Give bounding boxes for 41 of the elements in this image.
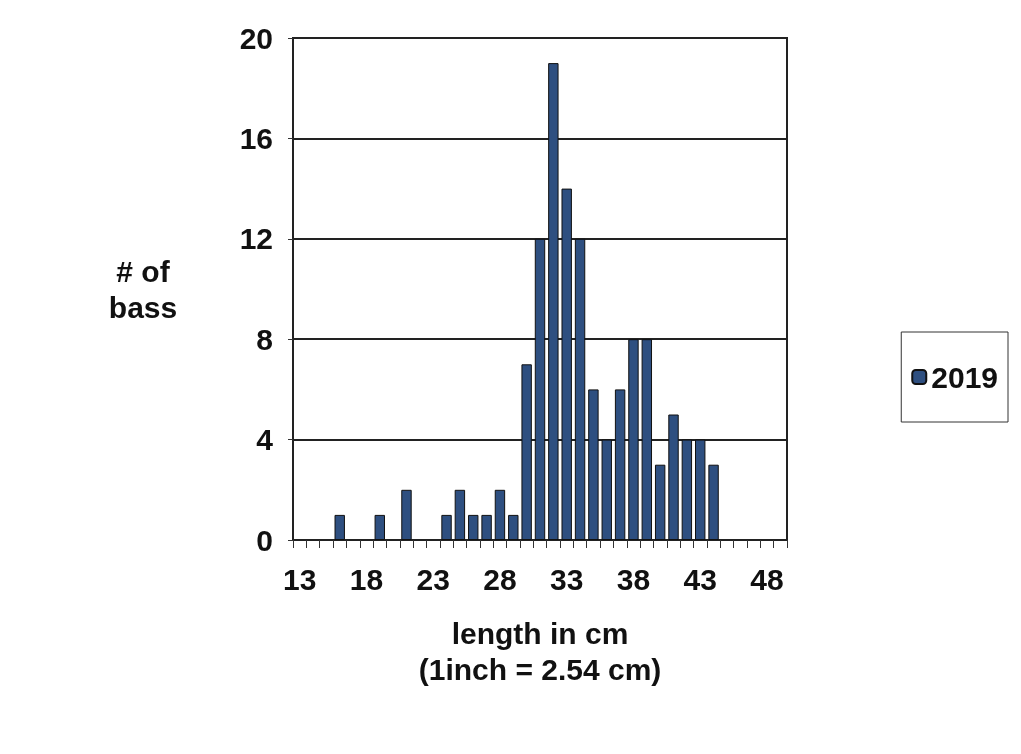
bar [468, 514, 479, 540]
bar [641, 339, 653, 540]
x-tick-label: 13 [282, 562, 317, 596]
x-tick-label: 28 [483, 562, 517, 596]
x-tick-label: 18 [349, 562, 384, 596]
bar [668, 414, 679, 540]
y-tick-label: 12 [239, 222, 273, 256]
bar [508, 514, 519, 540]
y-tick-label: 0 [256, 523, 273, 557]
bar [334, 514, 345, 540]
bar [695, 439, 706, 540]
x-tick-label: 38 [616, 562, 651, 596]
y-tick-label: 4 [256, 423, 274, 457]
bar [654, 464, 666, 540]
y-tick-label: 16 [239, 121, 273, 155]
y-tick-label: 8 [256, 322, 273, 356]
legend-label: 2019 [931, 360, 999, 394]
x-axis-title: length in cm (1inch = 2.54 cm) [418, 616, 662, 686]
bar [681, 439, 693, 540]
bar [574, 238, 586, 540]
bar [401, 489, 412, 540]
bar [561, 188, 572, 540]
x-tick-label: 33 [550, 562, 584, 596]
x-tick-label: 43 [683, 562, 717, 596]
bar [601, 439, 612, 540]
bar [374, 514, 385, 540]
bar [481, 514, 492, 540]
y-axis-title: # of bass [108, 254, 178, 324]
bar [548, 63, 559, 540]
bar [494, 489, 506, 540]
y-tick-label: 20 [239, 21, 273, 55]
bar [521, 364, 532, 540]
x-tick-label: 48 [750, 562, 784, 596]
bar [614, 389, 626, 540]
bar [708, 464, 719, 540]
bar [628, 339, 639, 540]
bar [441, 514, 452, 540]
bar [454, 489, 466, 540]
bar [534, 238, 546, 540]
x-tick-label: 23 [416, 562, 450, 596]
bar [588, 389, 599, 540]
